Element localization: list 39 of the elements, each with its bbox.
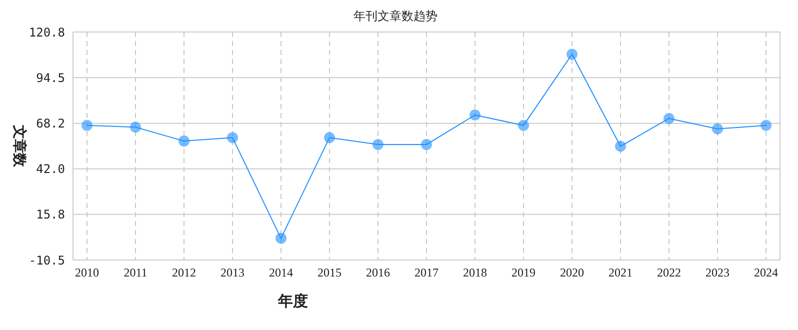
y-tick-label: 120.8: [28, 25, 65, 40]
x-tick-label: 2022: [657, 266, 681, 280]
x-tick-label: 2024: [754, 266, 778, 280]
x-tick-label: 2012: [172, 266, 196, 280]
x-tick-label: 2015: [318, 266, 342, 280]
point: [178, 136, 190, 147]
y-tick-label: 68.2: [36, 116, 65, 131]
x-tick-label: 2010: [75, 266, 99, 280]
y-tick-label: 42.0: [36, 162, 65, 176]
x-tick-label: 2021: [608, 266, 632, 280]
point: [712, 123, 723, 134]
y-tick-label: 94.5: [36, 70, 65, 85]
point: [372, 139, 384, 150]
point: [518, 120, 529, 131]
point: [615, 140, 626, 152]
point: [227, 132, 238, 144]
x-tick-label: 2020: [560, 266, 584, 280]
x-tick-label: 2011: [124, 266, 148, 280]
point: [760, 120, 772, 131]
x-tick-label: 2016: [366, 266, 390, 280]
x-tick-label: 2018: [463, 266, 487, 280]
point: [566, 48, 578, 60]
point: [664, 112, 674, 124]
x-tick-label: 2013: [220, 266, 244, 280]
point: [421, 139, 432, 150]
y-tick-label: -10.5: [28, 253, 65, 268]
point: [82, 120, 92, 131]
point: [276, 232, 286, 244]
x-tick-label: 2019: [512, 266, 536, 280]
x-tick-label: 2023: [706, 266, 730, 280]
point: [470, 110, 480, 121]
y-tick-label: 15.8: [36, 208, 65, 222]
x-tick-label: 2017: [414, 266, 438, 280]
y-axis-title: 文章数: [11, 124, 28, 168]
point: [130, 122, 141, 133]
x-axis-title: 年度: [278, 292, 308, 311]
x-tick-label: 2014: [269, 266, 293, 280]
point: [324, 132, 335, 144]
chart-title: 年刊文章数趋势: [352, 8, 438, 25]
